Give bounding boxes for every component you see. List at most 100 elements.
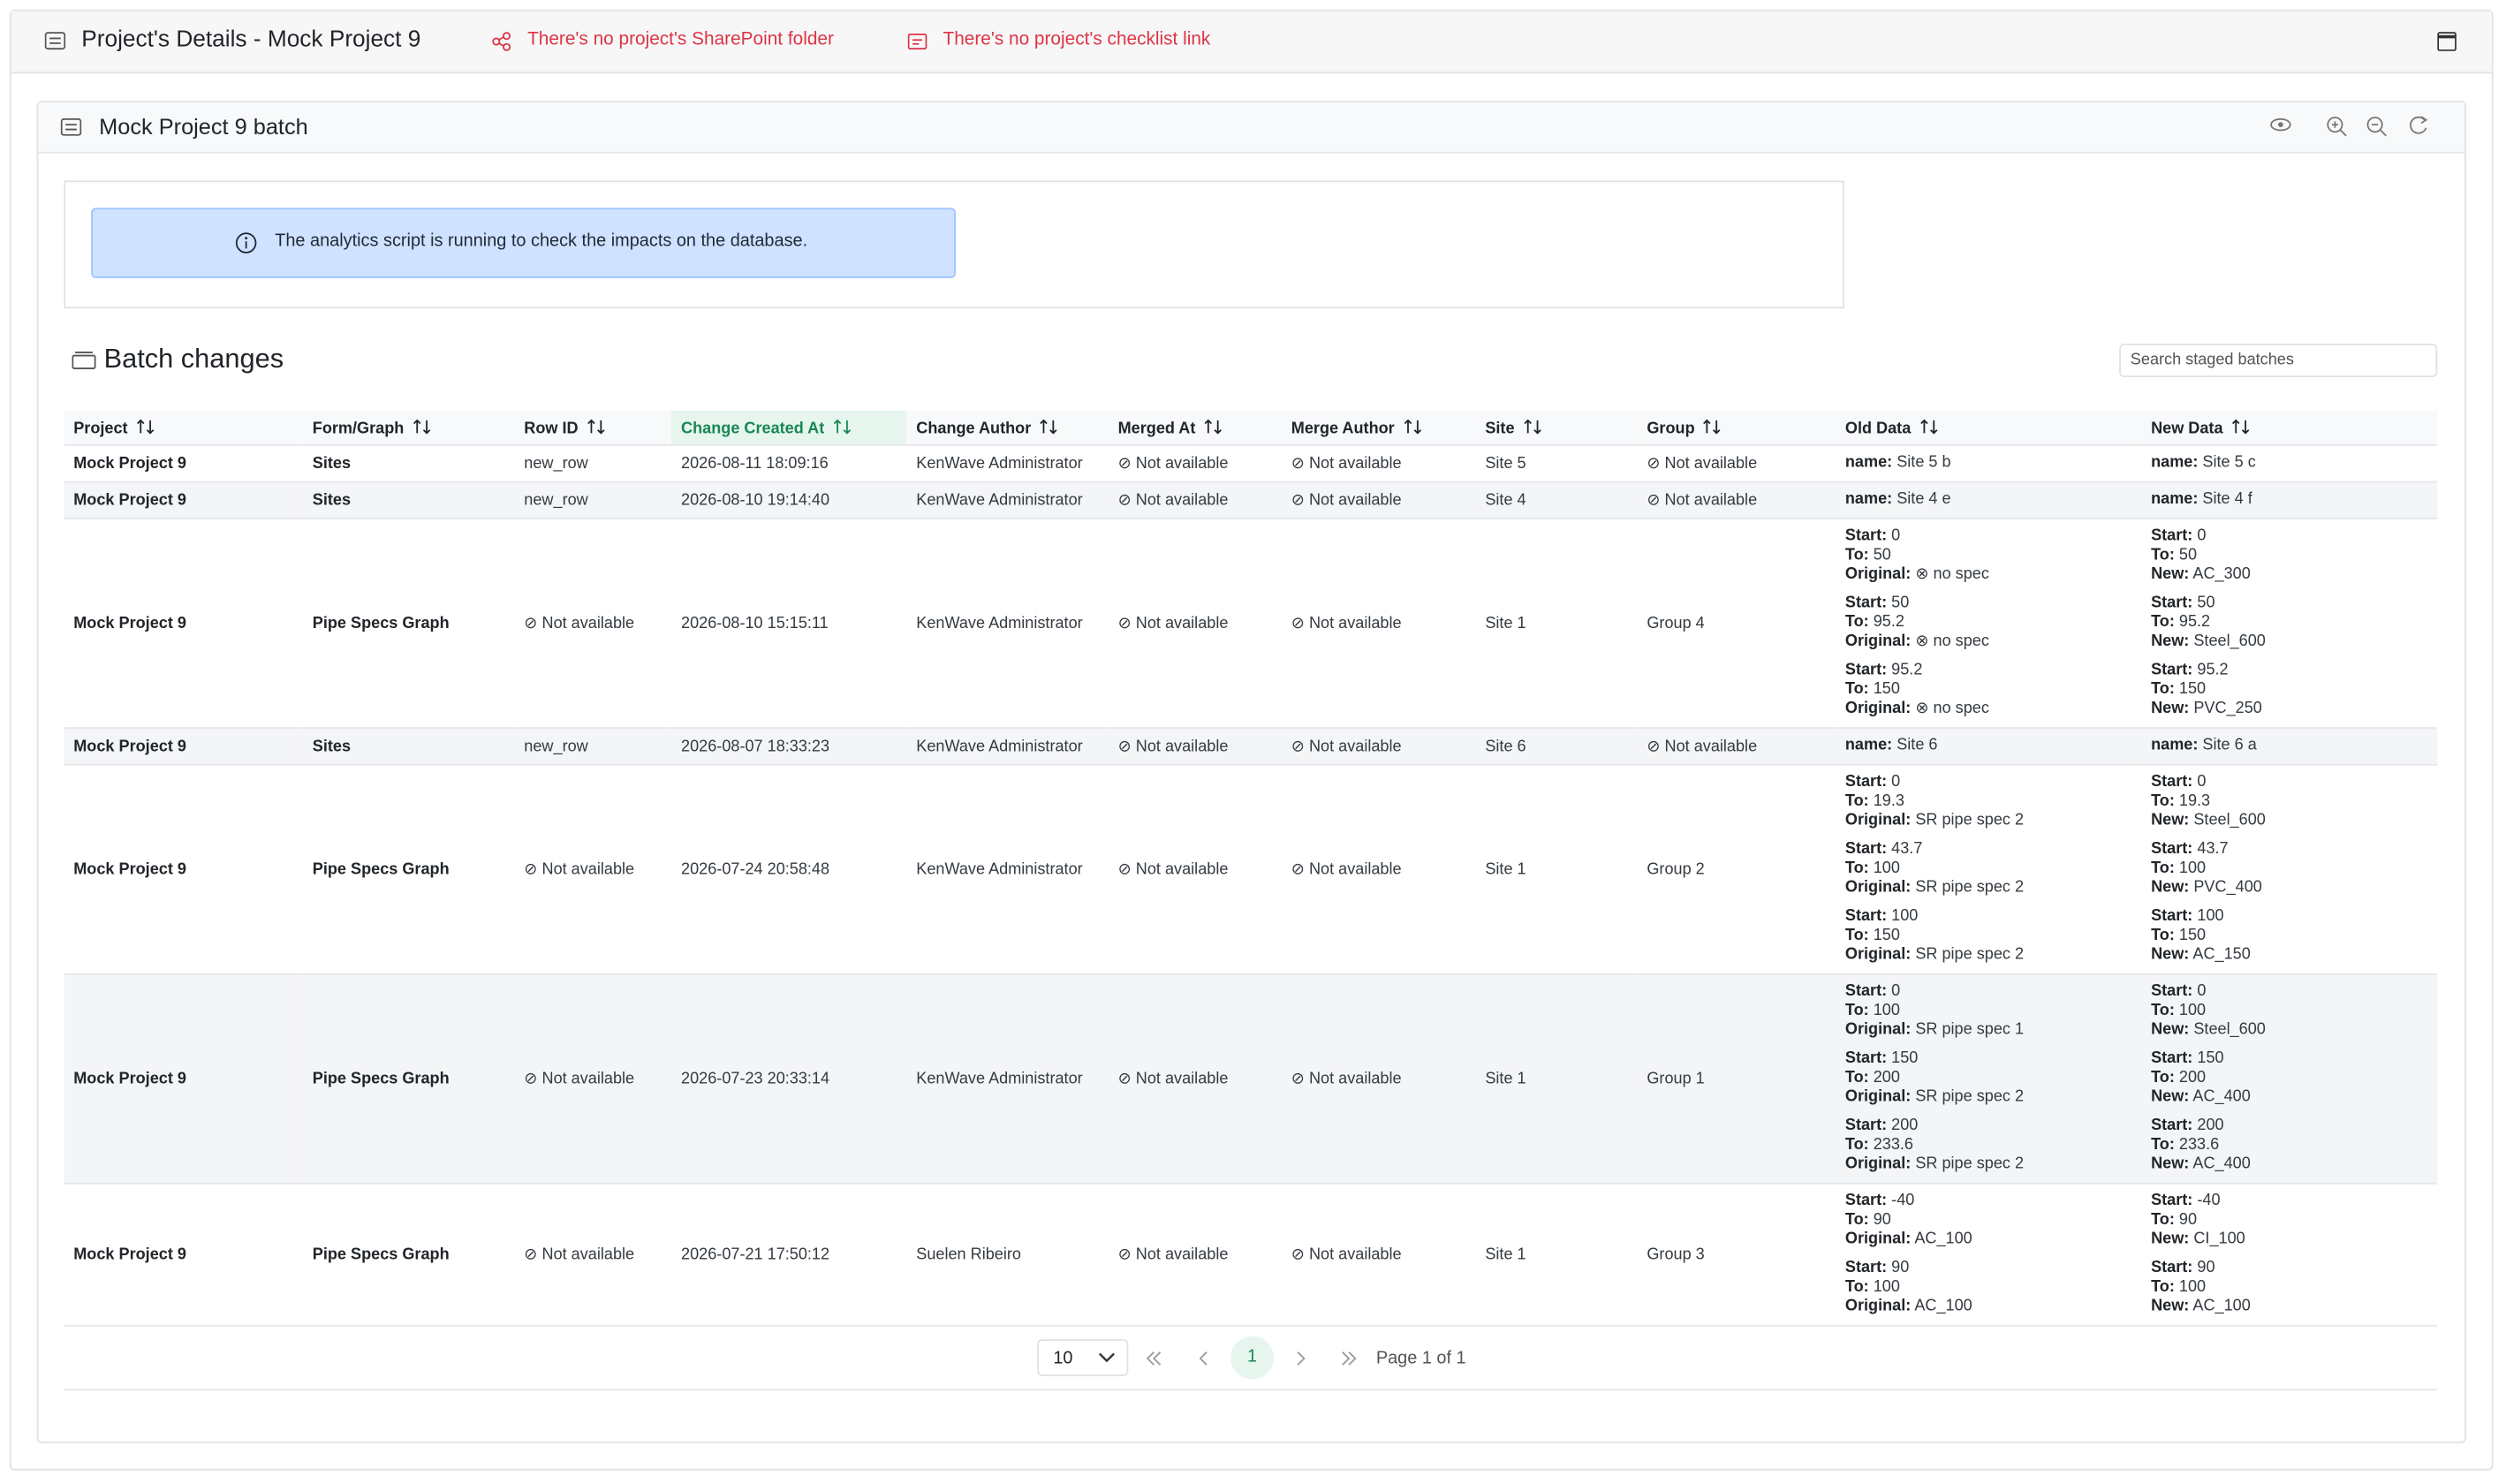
field-label: Original: xyxy=(1844,946,1912,965)
field-label: Start: xyxy=(2151,982,2193,1001)
page-title: Project's Details - Mock Project 9 xyxy=(81,26,421,53)
checklist-warning[interactable]: There's no project's checklist link xyxy=(943,30,1211,50)
details-icon xyxy=(44,32,66,50)
field: To: 50 xyxy=(1845,547,2131,566)
field: Start: 100 xyxy=(2151,908,2427,928)
field: To: 19.3 xyxy=(2151,792,2427,812)
field-label: Original: xyxy=(1844,700,1912,718)
field-label: To: xyxy=(2151,1002,2175,1020)
sort-icon[interactable] xyxy=(587,418,606,434)
cell: Mock Project 9 xyxy=(64,764,303,975)
field-label: To: xyxy=(1844,546,1869,564)
page-size-select[interactable]: 10 xyxy=(1037,1339,1129,1376)
sort-icon[interactable] xyxy=(2231,418,2251,434)
field: name: Site 5 c xyxy=(2151,454,2427,473)
field-label: name: xyxy=(1844,453,1893,472)
field-label: Original: xyxy=(1844,1021,1912,1040)
cell: 2026-07-23 20:33:14 xyxy=(671,973,907,1185)
sharepoint-warning[interactable]: There's no project's SharePoint folder xyxy=(527,30,834,50)
cell: Pipe Specs Graph xyxy=(302,973,515,1185)
table-row: Mock Project 9 Pipe Specs Graph ⊘ Not avai… xyxy=(64,519,2438,730)
field-label: Start: xyxy=(1844,840,1888,859)
cell: KenWave Administrator xyxy=(906,764,1109,975)
sort-icon[interactable] xyxy=(1523,418,1542,434)
field-label: New: xyxy=(2151,1230,2190,1249)
sort-icon[interactable] xyxy=(1703,418,1722,434)
column-label: Site xyxy=(1485,419,1515,437)
page-info: Page 1 of 1 xyxy=(1375,1349,1466,1368)
field-label: New: xyxy=(2151,1155,2190,1174)
field-value: 233.6 xyxy=(2178,1136,2220,1155)
field-label: Start: xyxy=(1844,1117,1888,1135)
cell: Mock Project 9 xyxy=(64,519,303,730)
field: name: Site 6 xyxy=(1845,737,2131,756)
field-label: Original: xyxy=(1844,1298,1912,1316)
field-label: New: xyxy=(2151,879,2190,897)
column-label: Merged At xyxy=(1117,419,1196,437)
field-label: name: xyxy=(1844,490,1893,509)
field-value: 100 xyxy=(1873,1278,1900,1297)
column-header: Change Created At xyxy=(671,410,907,446)
field-label: New: xyxy=(2151,632,2190,651)
sort-icon[interactable] xyxy=(1919,418,1938,434)
field-label: To: xyxy=(1844,680,1869,699)
field: name: Site 4 e xyxy=(1845,490,2131,510)
field-label: Original: xyxy=(1844,632,1912,651)
maximize-button[interactable] xyxy=(2437,32,2457,51)
field-value: 50 xyxy=(2197,594,2215,612)
page-size: 10 xyxy=(1053,1349,1073,1368)
field-label: Start: xyxy=(2151,840,2193,859)
field-label: Original: xyxy=(1844,879,1912,897)
field-label: To: xyxy=(1844,1278,1869,1297)
cell: 2026-07-24 20:58:48 xyxy=(671,764,907,975)
field-label: To: xyxy=(1844,1069,1869,1087)
cell: ⊘ Not available xyxy=(514,973,672,1185)
field: To: 50 xyxy=(2151,547,2427,566)
column-label: Merge Author xyxy=(1291,419,1395,437)
field-label: Start: xyxy=(1844,594,1888,612)
field: Original: ⊗ no spec xyxy=(1845,632,2131,652)
cell: ⊘ Not available xyxy=(1108,519,1282,730)
cell: KenWave Administrator xyxy=(906,728,1109,766)
sort-icon[interactable] xyxy=(1403,418,1422,434)
pager-arrows[interactable] xyxy=(1144,1351,1367,1367)
field: Start: 50 xyxy=(2151,594,2427,614)
field-value: 90 xyxy=(2197,1259,2215,1277)
cell: ⊘ Not available xyxy=(1637,444,1836,483)
segment: Start: 150 To: 200 New: AC_400 xyxy=(2151,1050,2427,1108)
field-value: AC_100 xyxy=(2192,1298,2251,1316)
field-label: Start: xyxy=(1844,1259,1888,1277)
field: Original: SR pipe spec 2 xyxy=(1845,946,2131,965)
field-value: ⊗ no spec xyxy=(1915,565,1989,584)
sort-icon[interactable] xyxy=(1039,418,1058,434)
search-input[interactable]: Search staged batches xyxy=(2119,344,2438,377)
cell: Group 4 xyxy=(1637,519,1836,730)
segment: Start: -40 To: 90 Original: AC_100 xyxy=(1845,1192,2131,1250)
cell: ⊘ Not available xyxy=(1108,444,1282,483)
field: Start: 0 xyxy=(1845,983,2131,1003)
panel-tools[interactable] xyxy=(2269,115,2445,137)
sort-icon[interactable] xyxy=(136,418,155,434)
cell: Suelen Ribeiro xyxy=(906,1183,1109,1327)
field: New: CI_100 xyxy=(2151,1230,2427,1250)
field-label: To: xyxy=(2151,1211,2175,1230)
cell: ⊘ Not available xyxy=(1281,973,1476,1185)
sort-icon[interactable] xyxy=(1203,418,1223,434)
cell: Pipe Specs Graph xyxy=(302,519,515,730)
sort-icon[interactable] xyxy=(412,418,431,434)
cell: Mock Project 9 xyxy=(64,973,303,1185)
current-page[interactable]: 1 xyxy=(1230,1336,1275,1380)
segment: Start: 0 To: 100 New: Steel_600 xyxy=(2151,983,2427,1041)
field: To: 100 xyxy=(1845,1278,2131,1298)
field-value: 100 xyxy=(2178,859,2207,878)
cell: Site 4 xyxy=(1475,481,1638,520)
field-label: To: xyxy=(1844,859,1869,878)
sort-icon[interactable] xyxy=(832,418,852,434)
field: To: 95.2 xyxy=(1845,614,2131,633)
field-value: 90 xyxy=(2178,1211,2198,1230)
cell: 2026-08-07 18:33:23 xyxy=(671,728,907,766)
segment: name: Site 4 e xyxy=(1845,490,2131,510)
cell: KenWave Administrator xyxy=(906,519,1109,730)
segment: Start: 150 To: 200 Original: SR pipe spec … xyxy=(1845,1050,2131,1108)
field: Start: 0 xyxy=(2151,983,2427,1003)
